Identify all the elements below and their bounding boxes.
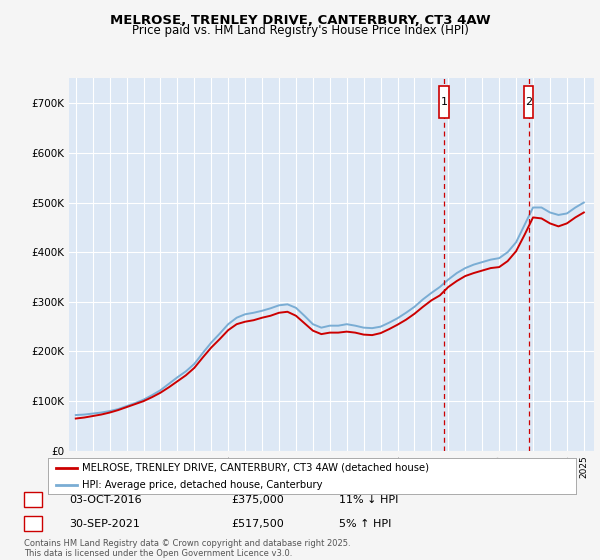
Text: £517,500: £517,500 — [231, 519, 284, 529]
Bar — [439, 86, 449, 118]
Text: HPI: Average price, detached house, Canterbury: HPI: Average price, detached house, Cant… — [82, 480, 323, 490]
Text: Price paid vs. HM Land Registry's House Price Index (HPI): Price paid vs. HM Land Registry's House … — [131, 24, 469, 37]
Text: MELROSE, TRENLEY DRIVE, CANTERBURY, CT3 4AW: MELROSE, TRENLEY DRIVE, CANTERBURY, CT3 … — [110, 14, 490, 27]
Text: 11% ↓ HPI: 11% ↓ HPI — [339, 494, 398, 505]
Text: £375,000: £375,000 — [231, 494, 284, 505]
Text: Contains HM Land Registry data © Crown copyright and database right 2025.
This d: Contains HM Land Registry data © Crown c… — [24, 539, 350, 558]
Text: 2: 2 — [525, 97, 532, 106]
Text: MELROSE, TRENLEY DRIVE, CANTERBURY, CT3 4AW (detached house): MELROSE, TRENLEY DRIVE, CANTERBURY, CT3 … — [82, 463, 430, 473]
Text: 1: 1 — [440, 97, 448, 106]
Bar — [524, 86, 533, 118]
Text: 5% ↑ HPI: 5% ↑ HPI — [339, 519, 391, 529]
Text: 1: 1 — [29, 494, 37, 505]
Text: 03-OCT-2016: 03-OCT-2016 — [69, 494, 142, 505]
Text: 30-SEP-2021: 30-SEP-2021 — [69, 519, 140, 529]
Text: 2: 2 — [29, 519, 37, 529]
